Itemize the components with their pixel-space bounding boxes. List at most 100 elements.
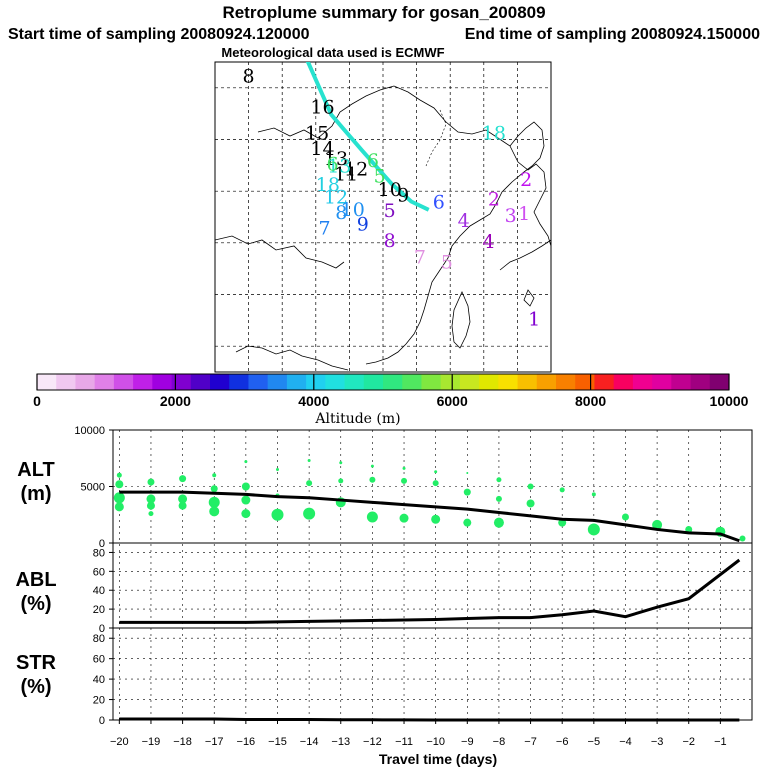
map-time-label: 6: [327, 153, 339, 175]
x-tick-label: −15: [268, 736, 287, 748]
map-graticule: [215, 62, 551, 372]
map-time-label: 5: [384, 200, 396, 222]
colorbar-tick-label: 8000: [575, 393, 606, 409]
start-time-label: Start time of sampling 20080924.120000: [8, 26, 310, 43]
colorbar-cell: [267, 374, 288, 390]
alt-point: [306, 480, 313, 487]
map-time-label: 18: [482, 122, 506, 144]
map-time-label: 7: [318, 217, 330, 239]
abl-panel-unit: (%): [20, 593, 51, 615]
str-line: [119, 717, 740, 722]
x-tick-label: −12: [363, 736, 382, 748]
alt-point: [275, 468, 279, 472]
x-tick-label: −10: [426, 736, 445, 748]
map-time-label: 4: [482, 231, 494, 253]
map-time-label: 9: [357, 213, 369, 235]
alt-point: [148, 511, 154, 517]
alt-point: [591, 492, 596, 497]
colorbar-cell: [536, 374, 557, 390]
end-time-label: End time of sampling 20080924.150000: [465, 26, 760, 43]
colorbar-cell: [652, 374, 672, 390]
colorbar-cell: [152, 374, 172, 390]
y-tick-label: 40: [93, 674, 105, 686]
alt-point: [493, 517, 504, 528]
panel-grid: [113, 430, 752, 720]
y-tick-label: 40: [93, 585, 105, 597]
colorbar-cell: [632, 374, 653, 390]
alt-panel-label: ALT: [17, 459, 54, 481]
y-tick-label: 60: [93, 566, 105, 578]
x-tick-label: −14: [300, 736, 319, 748]
y-tick-label: 0: [99, 623, 105, 635]
map-time-label: 12: [324, 186, 348, 208]
altitude-colorbar: 0 2000 4000 6000 8000 10000 Altitude (m): [33, 373, 749, 427]
map-time-label: 10: [378, 179, 402, 201]
alt-point: [178, 494, 188, 504]
y-tick-label: 80: [93, 547, 105, 559]
y-tick-label: 60: [93, 654, 105, 666]
y-tick-label: 0: [99, 538, 105, 550]
alt-point: [115, 480, 124, 489]
str-frame: [112, 627, 753, 721]
colorbar-cell: [75, 374, 96, 390]
colorbar-cell: [37, 374, 57, 390]
map-time-label: 9: [397, 184, 409, 206]
alt-point: [209, 506, 220, 517]
map-time-label: 3: [505, 205, 517, 227]
x-tick-label: −20: [110, 736, 129, 748]
alt-point: [271, 508, 284, 521]
map-time-label: 8: [335, 202, 347, 224]
alt-point: [307, 459, 311, 463]
alt-point: [241, 495, 251, 505]
y-tick-label: 0: [99, 715, 105, 727]
alt-point: [401, 477, 408, 484]
alt-point: [434, 470, 438, 474]
map-time-label: 11: [334, 164, 358, 186]
alt-point: [241, 482, 250, 491]
colorbar-cell: [171, 374, 192, 390]
coastlines: [215, 85, 551, 371]
colorbar-tick-label: 0: [33, 393, 41, 409]
colorbar-cell: [690, 374, 711, 390]
colorbar-tick-label: 2000: [160, 393, 191, 409]
map-time-label: 10: [341, 199, 365, 221]
colorbar-cell: [517, 374, 538, 390]
map-time-label: 13: [324, 148, 348, 170]
alt-point: [212, 473, 217, 478]
colorbar-cell: [556, 374, 576, 390]
y-tick-label: 20: [93, 695, 105, 707]
alt-point: [526, 499, 535, 508]
map-time-label: 13: [327, 155, 351, 177]
map-time-label: 5: [374, 166, 386, 188]
alt-point: [463, 518, 472, 527]
alt-mean-line: [119, 490, 740, 543]
alt-point: [146, 501, 155, 510]
x-tick-label: −7: [524, 736, 537, 748]
alt-point: [399, 513, 409, 523]
map-time-label: 12: [344, 159, 368, 181]
y-tick-label: 20: [93, 604, 105, 616]
y-tick-label: 5000: [81, 482, 105, 494]
alt-point: [179, 475, 187, 483]
x-tick-label: −17: [205, 736, 224, 748]
colorbar-cell: [325, 374, 345, 390]
alt-point: [432, 480, 439, 487]
colorbar-cell: [363, 374, 384, 390]
colorbar-cell: [479, 374, 499, 390]
colorbar-cell: [575, 374, 595, 390]
colorbar-cell: [440, 374, 461, 390]
alt-point: [402, 466, 406, 470]
alt-scatter: [113, 459, 746, 542]
map-time-label: 14: [310, 138, 334, 160]
colorbar-cell: [248, 374, 269, 390]
colorbar-cell: [709, 374, 730, 390]
map-time-label: 5: [441, 252, 453, 274]
colorbar-cell: [613, 374, 634, 390]
map-time-label: 8: [384, 230, 396, 252]
alt-point: [370, 464, 374, 468]
alt-point: [241, 509, 251, 519]
